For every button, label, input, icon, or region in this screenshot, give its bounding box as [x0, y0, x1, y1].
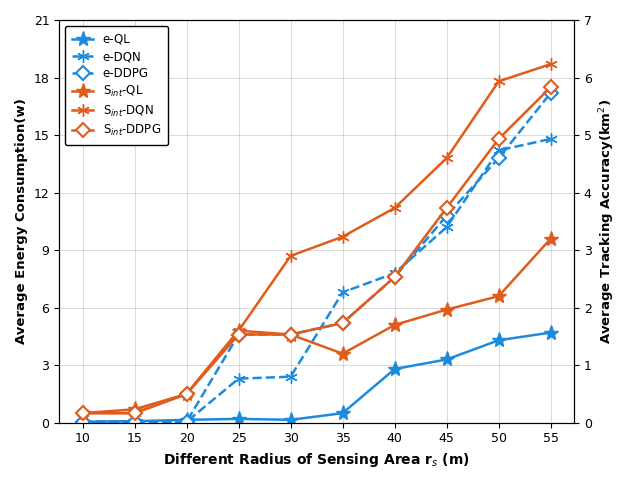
S$_{int}$-QL [339, 351, 346, 357]
e-QL [79, 419, 87, 424]
e-QL [547, 330, 554, 335]
S$_{int}$-DDPG [287, 332, 295, 337]
e-DQN [183, 419, 190, 424]
e-DQN [495, 148, 502, 153]
e-QL [131, 418, 138, 424]
e-DQN [339, 289, 346, 295]
S$_{int}$-DDPG [547, 84, 554, 90]
S$_{int}$-DQN [391, 205, 398, 211]
e-QL [339, 410, 346, 416]
S$_{int}$-DQN [287, 253, 295, 259]
S$_{int}$-DQN [495, 78, 502, 84]
e-DQN [131, 419, 138, 424]
S$_{int}$-DQN [183, 391, 190, 397]
S$_{int}$-DDPG [443, 205, 451, 211]
S$_{int}$-DDPG [183, 391, 190, 397]
S$_{int}$-QL [235, 328, 243, 333]
e-QL [183, 417, 190, 423]
S$_{int}$-DQN [339, 234, 346, 240]
Line: e-QL: e-QL [75, 325, 558, 429]
Y-axis label: Average Tracking Accuracy(km$^2$): Average Tracking Accuracy(km$^2$) [597, 99, 617, 344]
e-QL [391, 366, 398, 372]
e-DDPG [339, 320, 346, 326]
Line: e-DDPG: e-DDPG [78, 88, 556, 426]
e-DQN [443, 224, 451, 230]
e-QL [495, 337, 502, 343]
Legend: e-QL, e-DQN, e-DDPG, S$_{int}$-QL, S$_{int}$-DQN, S$_{int}$-DDPG: e-QL, e-DQN, e-DDPG, S$_{int}$-QL, S$_{i… [65, 26, 168, 145]
S$_{int}$-DDPG [235, 332, 243, 337]
e-DDPG [235, 332, 243, 337]
e-DDPG [79, 419, 87, 424]
e-DDPG [391, 274, 398, 280]
Line: S$_{int}$-QL: S$_{int}$-QL [75, 231, 558, 421]
e-QL [443, 357, 451, 363]
S$_{int}$-QL [391, 322, 398, 328]
Line: S$_{int}$-DQN: S$_{int}$-DQN [76, 58, 557, 419]
e-DQN [391, 270, 398, 276]
S$_{int}$-DDPG [495, 136, 502, 142]
Y-axis label: Average Energy Consumption(w): Average Energy Consumption(w) [15, 98, 28, 344]
S$_{int}$-QL [79, 410, 87, 416]
Line: S$_{int}$-DDPG: S$_{int}$-DDPG [78, 82, 556, 418]
e-DDPG [443, 212, 451, 218]
S$_{int}$-DQN [131, 410, 138, 416]
S$_{int}$-DDPG [79, 410, 87, 416]
S$_{int}$-QL [443, 307, 451, 313]
S$_{int}$-QL [183, 391, 190, 397]
e-DDPG [183, 419, 190, 424]
S$_{int}$-DQN [79, 410, 87, 416]
S$_{int}$-QL [131, 407, 138, 412]
e-DDPG [547, 90, 554, 96]
e-DQN [547, 136, 554, 142]
e-DDPG [495, 155, 502, 161]
e-QL [235, 416, 243, 422]
e-DQN [287, 374, 295, 379]
S$_{int}$-DDPG [339, 320, 346, 326]
e-DDPG [131, 419, 138, 424]
e-DQN [79, 419, 87, 424]
S$_{int}$-QL [495, 293, 502, 299]
S$_{int}$-QL [547, 236, 554, 242]
S$_{int}$-DQN [547, 61, 554, 67]
S$_{int}$-DQN [443, 155, 451, 161]
X-axis label: Different Radius of Sensing Area r$_s$ (m): Different Radius of Sensing Area r$_s$ (… [163, 451, 470, 469]
S$_{int}$-DDPG [131, 410, 138, 416]
S$_{int}$-QL [287, 332, 295, 337]
e-DQN [235, 376, 243, 381]
e-QL [287, 417, 295, 423]
Line: e-DQN: e-DQN [76, 133, 557, 428]
e-DDPG [287, 332, 295, 337]
S$_{int}$-DQN [235, 328, 243, 333]
S$_{int}$-DDPG [391, 274, 398, 280]
